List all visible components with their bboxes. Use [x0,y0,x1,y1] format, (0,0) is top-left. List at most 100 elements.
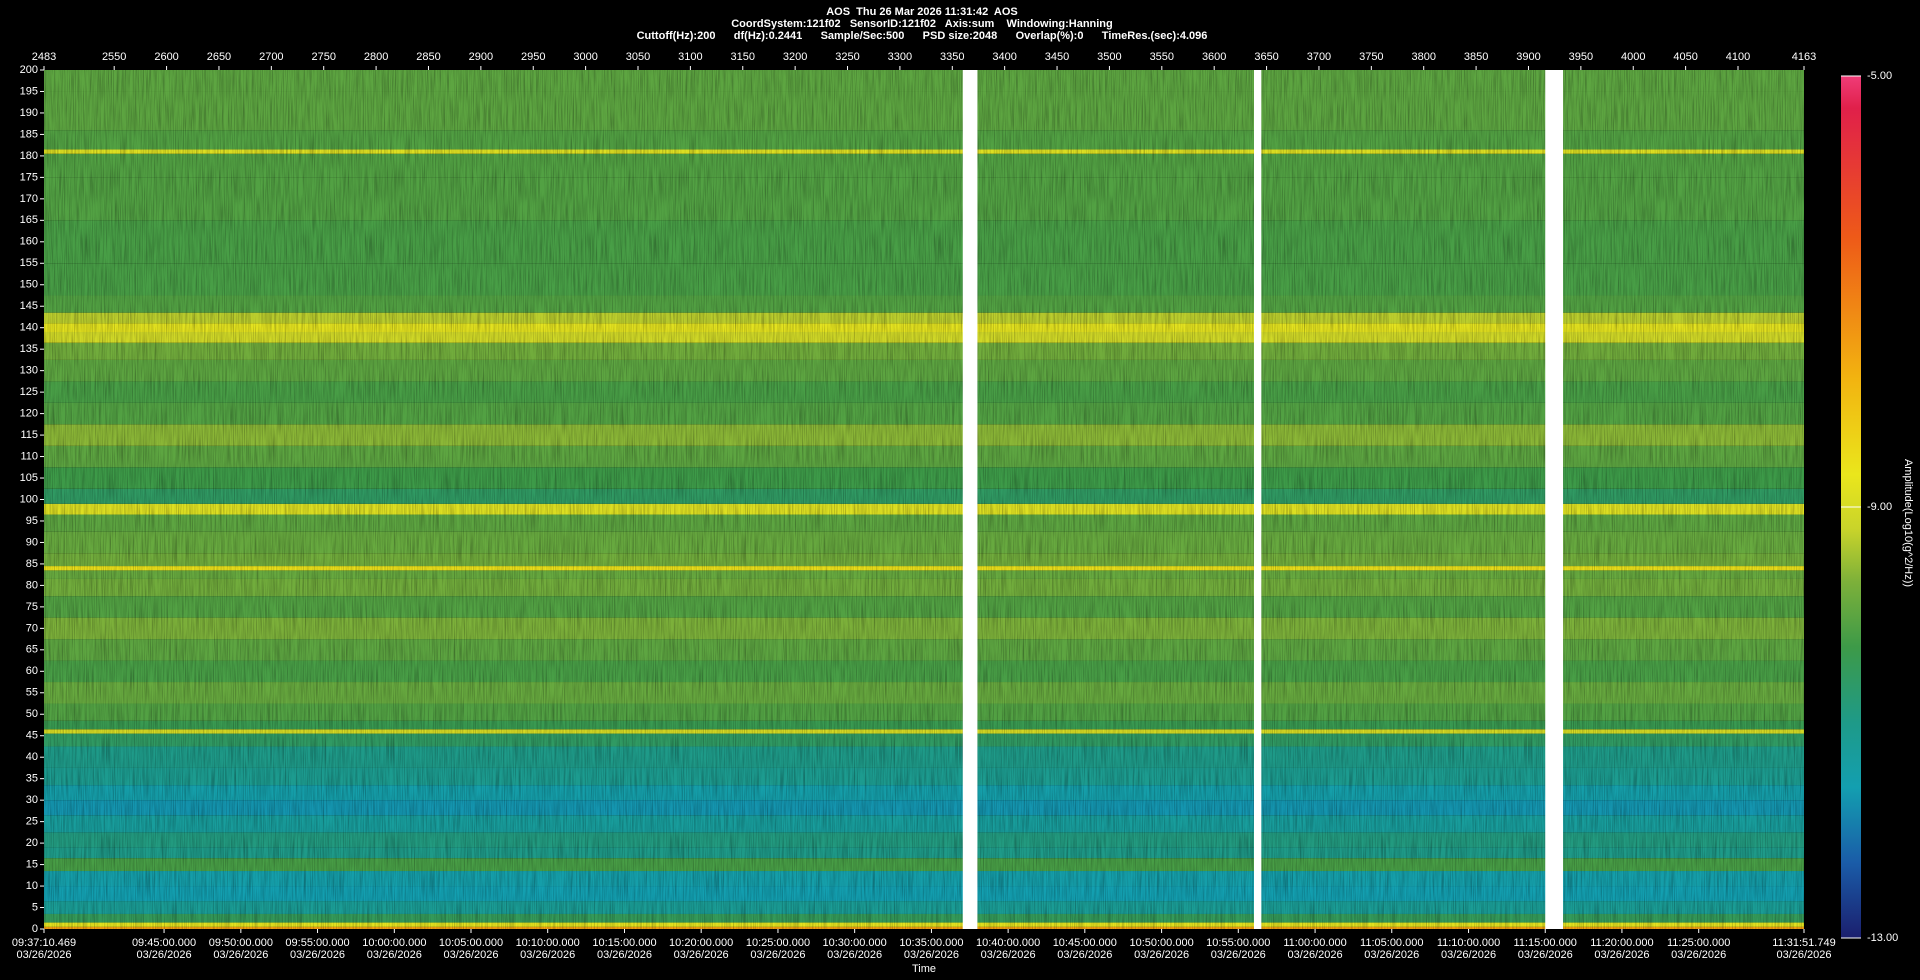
y-tick-label: 35 [26,773,38,785]
x-tick-label: 2800 [364,51,388,63]
y-tick-label: 40 [26,751,38,763]
time-tick-date: 03/26/2026 [1057,949,1112,961]
x-tick-label: 2850 [416,51,440,63]
time-tick-label: 11:31:51.749 [1772,937,1835,949]
time-tick-date: 03/26/2026 [520,949,575,961]
y-tick-label: 120 [20,408,38,420]
x-tick-label: 3850 [1464,51,1488,63]
y-tick-label: 175 [20,171,38,183]
y-tick-label: 15 [26,858,38,870]
x-tick-label: 2750 [311,51,335,63]
time-tick-label: 11:05:00.000 [1360,937,1423,949]
time-tick-date: 03/26/2026 [443,949,498,961]
x-tick-label: 3600 [1202,51,1226,63]
x-tick-label: 4100 [1726,51,1750,63]
y-tick-label: 135 [20,343,38,355]
x-tick-label: 3650 [1254,51,1278,63]
x-tick-label: 3050 [626,51,650,63]
time-tick-label: 11:25:00.000 [1667,937,1730,949]
time-tick-date: 03/26/2026 [1364,949,1419,961]
time-tick-label: 09:55:00.000 [285,937,349,949]
time-tick-date: 03/26/2026 [213,949,268,961]
time-tick-date: 03/26/2026 [750,949,805,961]
time-tick-label: 09:50:00.000 [209,937,273,949]
x-tick-label: 3950 [1569,51,1593,63]
time-tick-label: 10:45:00.000 [1053,937,1117,949]
y-tick-label: 180 [20,150,38,162]
time-tick-date: 03/26/2026 [290,949,345,961]
time-tick-label: 10:05:00.000 [439,937,503,949]
time-tick-date: 03/26/2026 [367,949,422,961]
y-tick-label: 165 [20,214,38,226]
x-tick-label: 3100 [678,51,702,63]
data-gap [1254,70,1262,929]
time-tick-label: 10:55:00.000 [1206,937,1270,949]
time-tick-date: 03/26/2026 [1211,949,1266,961]
time-tick-date: 03/26/2026 [137,949,192,961]
time-tick-label: 11:00:00.000 [1283,937,1346,949]
time-tick-label: 11:10:00.000 [1437,937,1500,949]
x-tick-label: 2650 [207,51,231,63]
y-tick-label: 75 [26,601,38,613]
time-tick-date: 03/26/2026 [904,949,959,961]
time-tick-date: 03/26/2026 [981,949,1036,961]
x-axis-label: Time [912,963,936,975]
x-tick-label: 2950 [521,51,545,63]
x-tick-label: 2550 [102,51,126,63]
y-tick-label: 150 [20,279,38,291]
time-tick-label: 10:20:00.000 [669,937,733,949]
x-tick-label: 4000 [1621,51,1645,63]
y-tick-label: 105 [20,472,38,484]
time-tick-date: 03/26/2026 [1594,949,1649,961]
y-tick-label: 30 [26,794,38,806]
x-tick-label: 3550 [1150,51,1174,63]
y-tick-label: 145 [20,300,38,312]
x-tick-label: 3250 [835,51,859,63]
y-tick-label: 85 [26,558,38,570]
time-tick-date: 03/26/2026 [1671,949,1726,961]
plot-area [44,70,1804,929]
x-tick-label: 4163 [1792,51,1816,63]
x-tick-label: 3450 [1045,51,1069,63]
y-tick-label: 190 [20,107,38,119]
data-gap [1545,70,1564,929]
colorbar-tick-label: -9.00 [1867,501,1892,513]
y-tick-label: 5 [32,901,38,913]
time-tick-date: 03/26/2026 [674,949,729,961]
time-tick-label: 10:40:00.000 [976,937,1040,949]
x-tick-label: 3300 [888,51,912,63]
y-tick-label: 50 [26,708,38,720]
y-tick-label: 160 [20,236,38,248]
y-tick-label: 60 [26,665,38,677]
x-tick-label: 3350 [940,51,964,63]
y-tick-label: 195 [20,85,38,97]
x-tick-label: 3700 [1307,51,1331,63]
x-tick-label: 2700 [259,51,283,63]
colorbar-tick-label: -5.00 [1867,70,1892,82]
time-tick-label: 10:50:00.000 [1129,937,1193,949]
data-gap [962,70,978,929]
x-tick-label: 3750 [1359,51,1383,63]
colorbar-tick-label: -13.00 [1867,932,1898,944]
x-tick-label: 2900 [469,51,493,63]
y-tick-label: 25 [26,816,38,828]
x-tick-label: 3150 [731,51,755,63]
y-tick-label: 80 [26,579,38,591]
y-tick-label: 20 [26,837,38,849]
y-tick-label: 185 [20,128,38,140]
x-tick-label: 3500 [1097,51,1121,63]
time-tick-date: 03/26/2026 [827,949,882,961]
settings-line: Cuttoff(Hz):200 df(Hz):0.2441 Sample/Sec… [637,30,1208,42]
x-tick-label: 3200 [783,51,807,63]
y-tick-label: 45 [26,730,38,742]
x-tick-label: 3800 [1411,51,1435,63]
x-tick-label: 3000 [573,51,597,63]
chart-title: AOS Thu 26 Mar 2026 11:31:42 AOS [826,6,1018,18]
y-tick-label: 115 [20,429,38,441]
time-tick-date: 03/26/2026 [1776,949,1831,961]
time-tick-label: 10:35:00.000 [899,937,963,949]
time-tick-date: 03/26/2026 [1134,949,1189,961]
y-tick-label: 130 [20,365,38,377]
